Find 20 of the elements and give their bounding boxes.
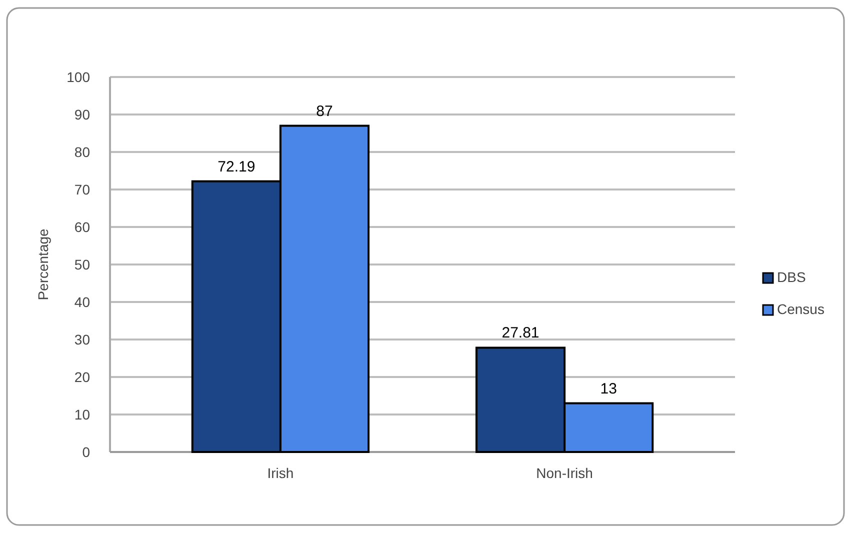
y-tick-label: 100 [66, 69, 90, 85]
y-tick-label: 50 [74, 256, 90, 272]
y-tick-label: 60 [74, 219, 90, 235]
x-tick-label: Non-Irish [536, 465, 593, 481]
data-label: 13 [600, 380, 617, 398]
legend-label: Census [777, 301, 824, 317]
y-tick-label: 0 [82, 444, 90, 460]
y-tick-label: 90 [74, 106, 90, 122]
x-tick-label: Irish [267, 465, 294, 481]
data-label: 72.19 [218, 158, 256, 176]
y-tick-label: 10 [74, 406, 90, 422]
y-tick-label: 70 [74, 182, 90, 198]
y-tick-label: 30 [74, 332, 90, 348]
y-tick-label: 40 [74, 294, 90, 310]
y-tick-label: 80 [74, 144, 90, 160]
y-axis-title: Percentage [35, 228, 51, 300]
y-tick-label: 20 [74, 369, 90, 385]
data-label: 87 [316, 102, 333, 120]
data-label: 27.81 [502, 324, 540, 342]
legend-label: DBS [777, 269, 806, 285]
